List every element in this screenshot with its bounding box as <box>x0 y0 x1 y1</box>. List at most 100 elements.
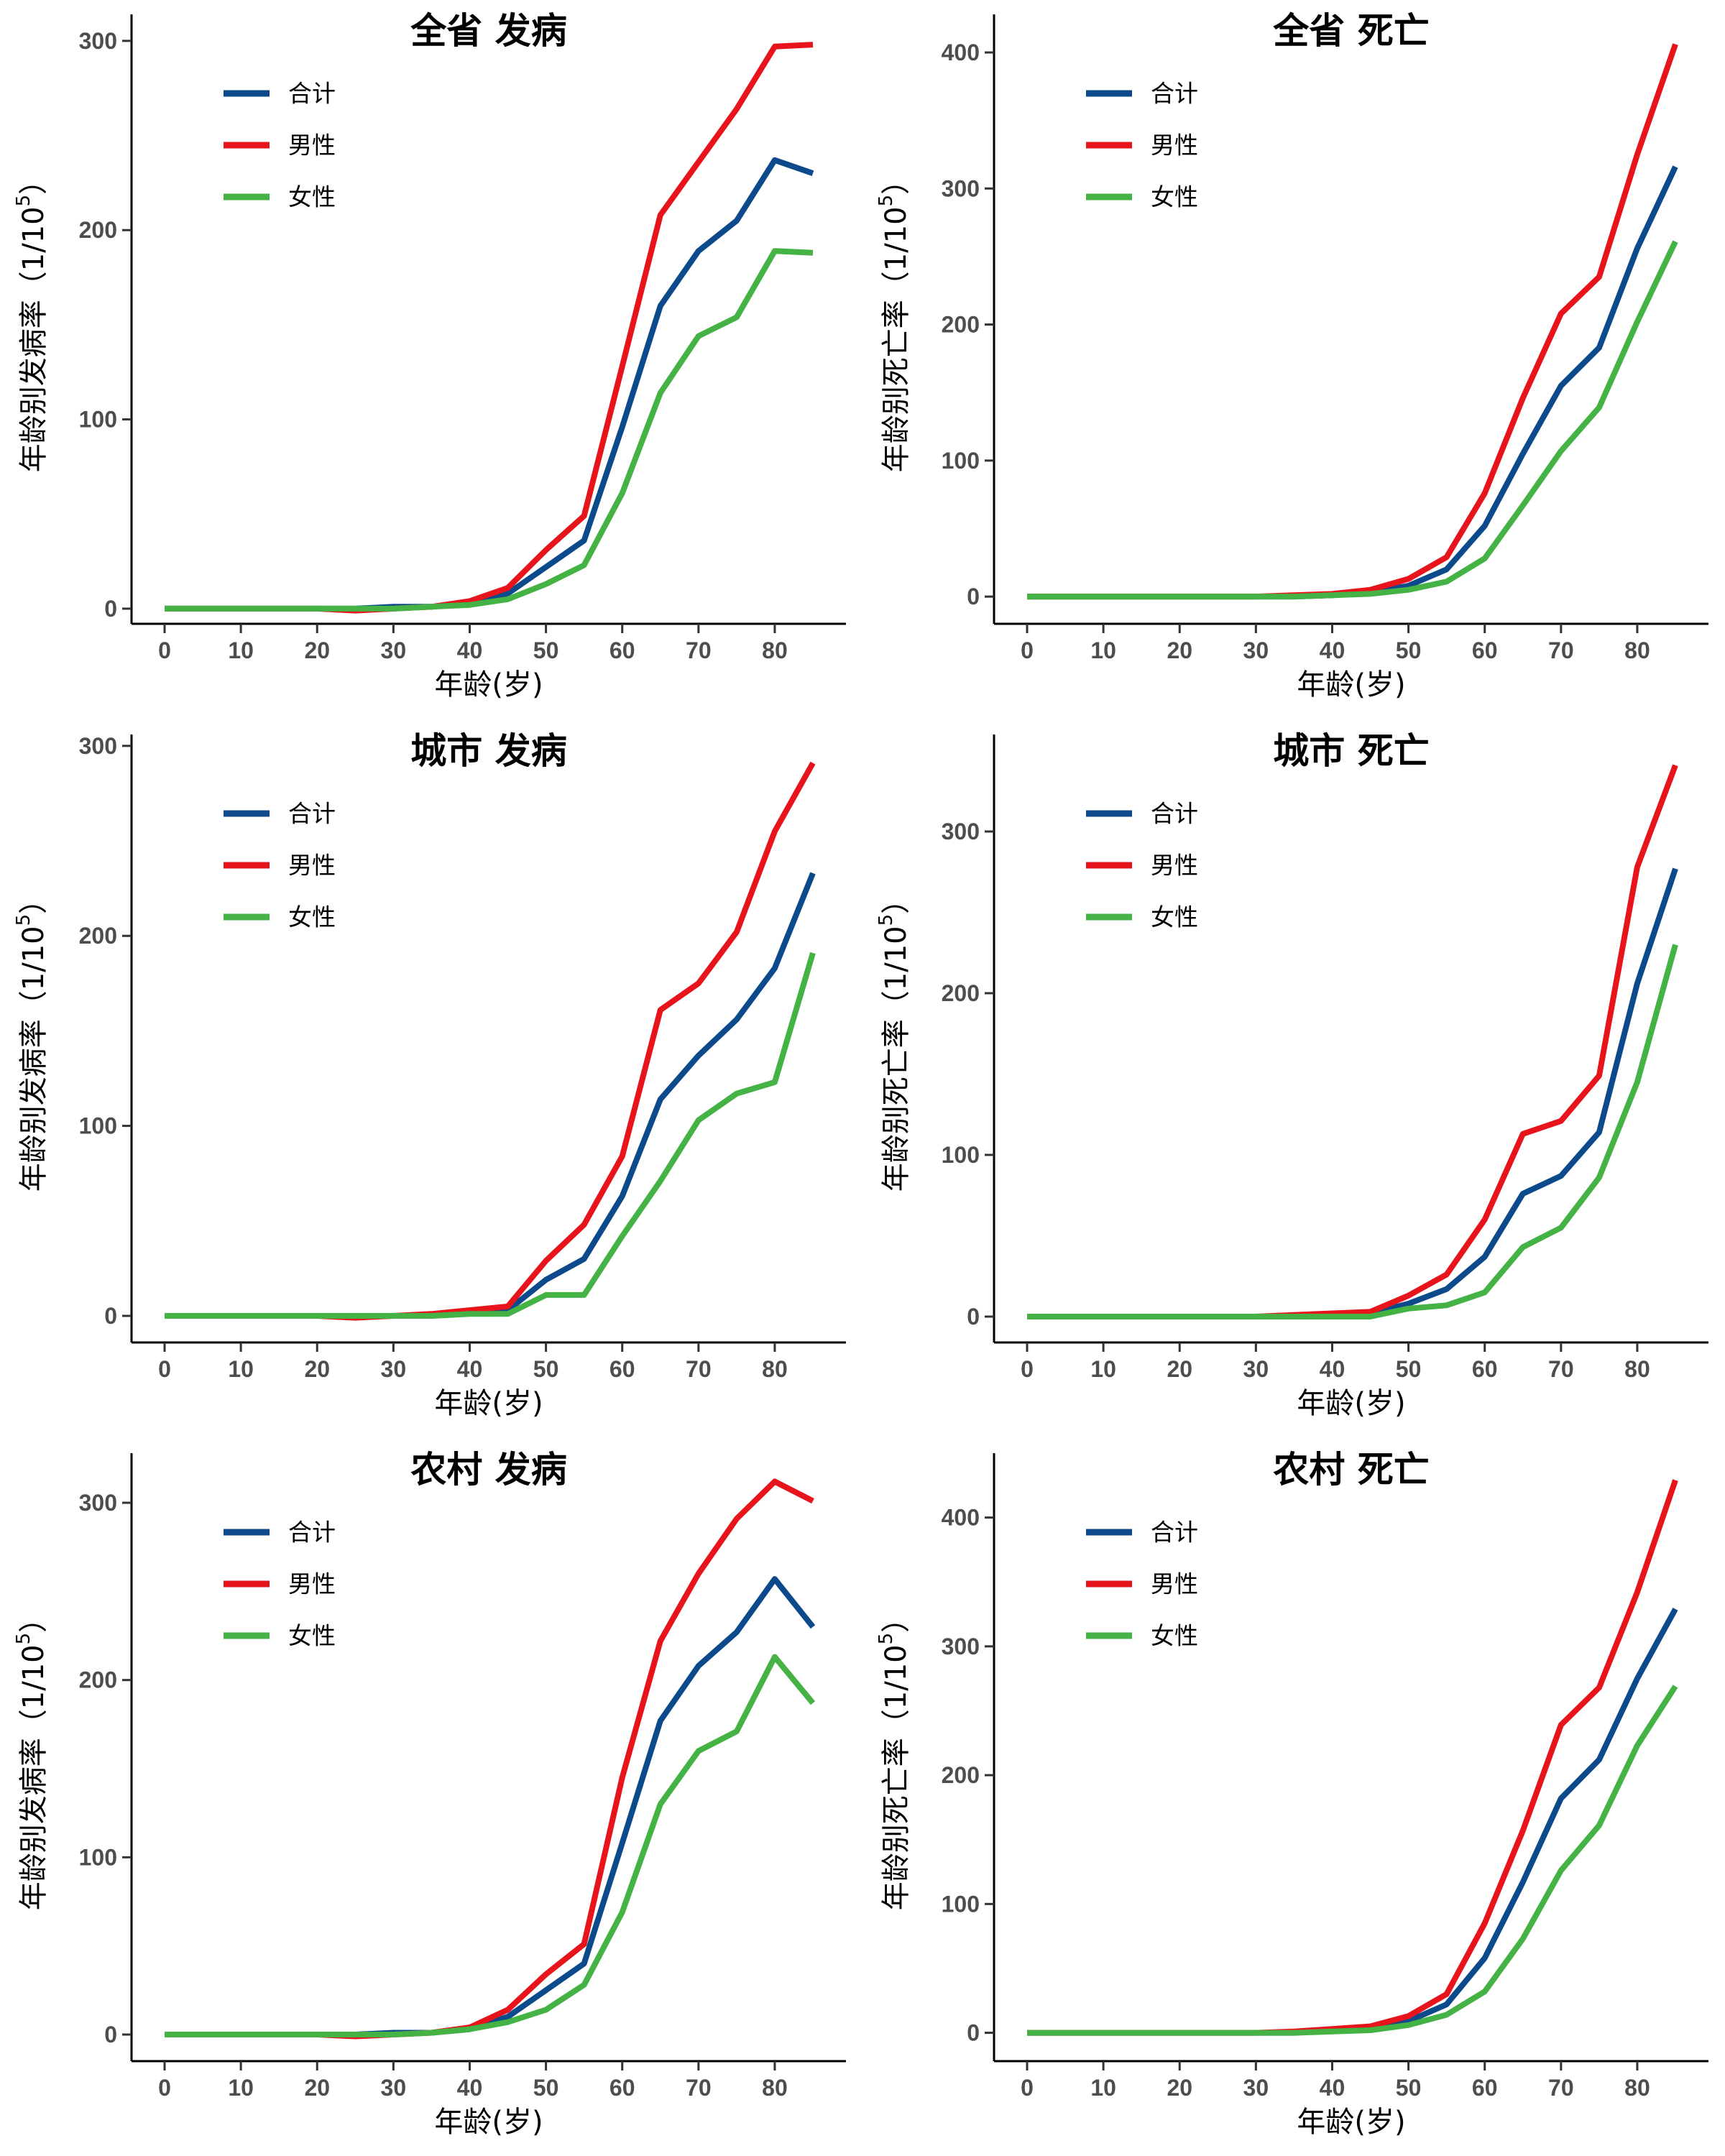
legend-label: 男性 <box>288 852 336 880</box>
y-tick-label: 100 <box>942 1891 980 1917</box>
x-tick-label: 30 <box>381 637 407 663</box>
y-tick-label: 100 <box>79 407 117 433</box>
y-axis-title-superscript: 5 <box>875 195 897 207</box>
y-axis-title-superscript: 5 <box>875 914 897 926</box>
x-tick-label: 20 <box>1167 637 1192 663</box>
x-tick-label: 50 <box>533 2075 559 2101</box>
x-tick-label: 80 <box>1624 637 1650 663</box>
y-tick-label: 100 <box>942 1142 980 1168</box>
x-tick-label: 30 <box>1243 637 1269 663</box>
series-line-男性 <box>1027 764 1678 1319</box>
x-tick-label: 30 <box>1243 1356 1269 1382</box>
x-tick-label: 20 <box>304 637 330 663</box>
x-tick-label: 10 <box>1090 637 1116 663</box>
x-tick-label: 20 <box>1167 2075 1192 2101</box>
x-tick-label: 70 <box>1548 1356 1574 1382</box>
chart-title: 农村 发病 <box>410 1449 566 1491</box>
y-tick-label: 100 <box>942 448 980 474</box>
y-axis-title-superscript: 5 <box>875 1633 897 1645</box>
y-tick-label: 200 <box>79 217 117 243</box>
x-axis-title: 年龄(岁) <box>434 668 543 701</box>
x-tick-label: 60 <box>610 1356 635 1382</box>
x-tick-label: 10 <box>1090 2075 1116 2101</box>
y-axis-title: 年龄别死亡率（1/105） <box>875 1604 914 1910</box>
legend-label: 男性 <box>1151 132 1198 160</box>
x-tick-label: 80 <box>762 2075 788 2101</box>
y-axis-title: 年龄别发病率（1/105） <box>13 1604 51 1910</box>
legend-label: 女性 <box>288 1622 336 1650</box>
x-tick-label: 20 <box>1167 1356 1192 1382</box>
y-axis-title-superscript: 5 <box>13 1633 34 1645</box>
legend-label: 男性 <box>288 132 336 160</box>
x-tick-label: 70 <box>686 1356 712 1382</box>
y-axis-title-close: ） <box>880 1604 913 1633</box>
x-tick-label: 20 <box>304 2075 330 2101</box>
x-tick-label: 40 <box>1320 2075 1346 2101</box>
x-tick-label: 30 <box>381 2075 407 2101</box>
chart-title: 全省 死亡 <box>1272 10 1429 52</box>
y-axis-title-close: ） <box>17 166 50 195</box>
y-axis-title-main: 年龄别发病率（1/10 <box>17 206 50 472</box>
chart-title: 全省 发病 <box>410 10 566 52</box>
x-tick-label: 0 <box>158 2075 171 2101</box>
y-tick-label: 0 <box>967 584 980 609</box>
y-tick-label: 300 <box>79 1490 117 1516</box>
y-axis-title-main: 年龄别死亡率（1/10 <box>880 206 913 472</box>
x-tick-label: 60 <box>1472 2075 1498 2101</box>
y-axis-title-superscript: 5 <box>13 195 34 207</box>
x-tick-label: 80 <box>762 1356 788 1382</box>
y-axis-title-main: 年龄别死亡率（1/10 <box>880 926 913 1192</box>
x-tick-label: 60 <box>1472 637 1498 663</box>
y-axis-title-close: ） <box>17 885 50 914</box>
x-tick-label: 60 <box>610 2075 635 2101</box>
x-tick-label: 0 <box>158 1356 171 1382</box>
y-axis-title-main: 年龄别发病率（1/10 <box>17 1644 50 1910</box>
legend-label: 合计 <box>1151 800 1198 828</box>
y-axis-title: 年龄别死亡率（1/105） <box>875 166 914 472</box>
legend-label: 合计 <box>288 1519 336 1547</box>
legend-label: 合计 <box>288 80 336 108</box>
x-tick-label: 0 <box>1021 2075 1034 2101</box>
chart-title: 城市 发病 <box>410 730 566 772</box>
y-axis-title-main: 年龄别死亡率（1/10 <box>880 1644 913 1910</box>
y-tick-label: 200 <box>942 1762 980 1788</box>
y-axis-title-close: ） <box>880 166 913 195</box>
x-tick-label: 10 <box>228 2075 254 2101</box>
series-line-女性 <box>1027 944 1678 1319</box>
x-tick-label: 50 <box>533 637 559 663</box>
x-tick-label: 40 <box>457 637 483 663</box>
x-tick-label: 40 <box>1320 1356 1346 1382</box>
y-tick-label: 400 <box>942 1505 980 1531</box>
legend-label: 男性 <box>1151 1570 1198 1598</box>
x-tick-label: 60 <box>1472 1356 1498 1382</box>
chart-title: 城市 死亡 <box>1273 730 1429 772</box>
x-tick-label: 50 <box>1396 2075 1422 2101</box>
series-line-男性 <box>1027 43 1678 600</box>
y-tick-label: 300 <box>942 1634 980 1659</box>
y-tick-label: 300 <box>942 175 980 201</box>
x-axis-title: 年龄(岁) <box>1297 668 1405 701</box>
legend-label: 男性 <box>1151 852 1198 880</box>
y-axis-title: 年龄别发病率（1/105） <box>13 885 51 1192</box>
legend-label: 女性 <box>288 183 336 211</box>
series-line-合计 <box>165 872 816 1319</box>
y-tick-label: 0 <box>967 1304 980 1330</box>
y-tick-label: 0 <box>967 2020 980 2046</box>
y-axis-title-close: ） <box>17 1604 50 1633</box>
x-tick-label: 30 <box>381 1356 407 1382</box>
series-line-合计 <box>1027 165 1678 600</box>
y-tick-label: 300 <box>942 819 980 844</box>
y-tick-label: 200 <box>79 923 117 949</box>
x-tick-label: 10 <box>228 637 254 663</box>
x-tick-label: 10 <box>228 1356 254 1382</box>
series-line-合计 <box>165 157 814 612</box>
y-tick-label: 300 <box>79 733 117 759</box>
x-tick-label: 0 <box>1021 1356 1034 1382</box>
x-tick-label: 70 <box>1548 637 1574 663</box>
